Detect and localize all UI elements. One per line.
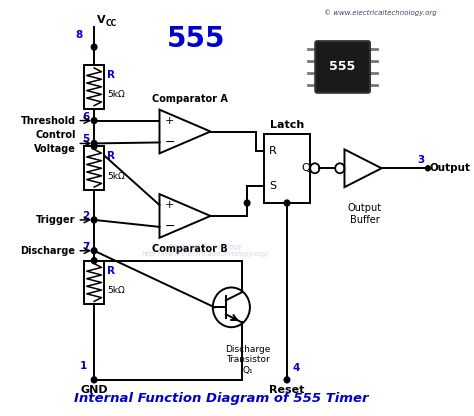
Circle shape xyxy=(91,217,97,223)
Text: Trigger: Trigger xyxy=(36,215,75,225)
Text: +: + xyxy=(165,200,174,210)
FancyBboxPatch shape xyxy=(84,146,104,190)
Text: 5kΩ: 5kΩ xyxy=(107,90,125,99)
Text: +: + xyxy=(165,116,174,126)
Text: Q: Q xyxy=(301,163,310,173)
Circle shape xyxy=(91,44,97,50)
Text: R: R xyxy=(107,265,115,275)
Text: 555: 555 xyxy=(167,25,225,53)
Text: 8: 8 xyxy=(76,30,83,40)
Text: 4: 4 xyxy=(292,363,300,373)
FancyBboxPatch shape xyxy=(315,41,370,93)
Text: 6: 6 xyxy=(82,111,90,121)
Text: © www.electricaltechnology.org: © www.electricaltechnology.org xyxy=(324,9,437,16)
Text: Discharge: Discharge xyxy=(20,246,75,256)
Text: Latch: Latch xyxy=(270,119,304,129)
Text: Discharge
Transistor
Q₁: Discharge Transistor Q₁ xyxy=(225,345,271,375)
Text: Reset: Reset xyxy=(269,385,305,395)
Text: Electrical Technology
http://www.electricaltechnology.org/: Electrical Technology http://www.electri… xyxy=(142,244,269,258)
Text: Output: Output xyxy=(430,163,471,173)
Text: 555: 555 xyxy=(329,60,356,74)
Text: 5kΩ: 5kΩ xyxy=(107,286,125,295)
Text: 3: 3 xyxy=(417,155,424,165)
Circle shape xyxy=(426,166,430,171)
Text: R: R xyxy=(269,146,277,156)
Circle shape xyxy=(91,118,97,124)
Text: GND: GND xyxy=(80,385,108,395)
Text: −: − xyxy=(165,220,175,233)
Circle shape xyxy=(91,377,97,383)
Text: Internal Function Diagram of 555 Timer: Internal Function Diagram of 555 Timer xyxy=(74,392,368,405)
Text: R: R xyxy=(107,151,115,161)
Circle shape xyxy=(91,141,97,146)
Text: CC: CC xyxy=(105,19,117,28)
Text: Control: Control xyxy=(35,131,75,141)
Circle shape xyxy=(244,200,250,206)
Text: Comparator B: Comparator B xyxy=(152,244,228,254)
Circle shape xyxy=(284,377,290,383)
Text: −: − xyxy=(165,136,175,149)
Circle shape xyxy=(91,248,97,254)
Circle shape xyxy=(284,200,290,206)
Text: V: V xyxy=(97,15,106,25)
Text: Comparator A: Comparator A xyxy=(152,94,228,104)
Text: 5kΩ: 5kΩ xyxy=(107,172,125,181)
Text: Threshold: Threshold xyxy=(20,116,75,126)
FancyBboxPatch shape xyxy=(84,261,104,305)
Text: 2: 2 xyxy=(82,211,90,221)
Text: 1: 1 xyxy=(80,361,87,371)
Text: Output
Buffer: Output Buffer xyxy=(348,203,382,225)
Text: S: S xyxy=(269,181,276,191)
Text: 7: 7 xyxy=(82,242,90,252)
Circle shape xyxy=(91,258,97,264)
FancyBboxPatch shape xyxy=(84,65,104,109)
Text: Voltage: Voltage xyxy=(34,144,75,154)
Circle shape xyxy=(91,144,97,149)
Text: 5: 5 xyxy=(82,134,90,144)
Text: R: R xyxy=(107,70,115,80)
FancyBboxPatch shape xyxy=(264,134,310,203)
